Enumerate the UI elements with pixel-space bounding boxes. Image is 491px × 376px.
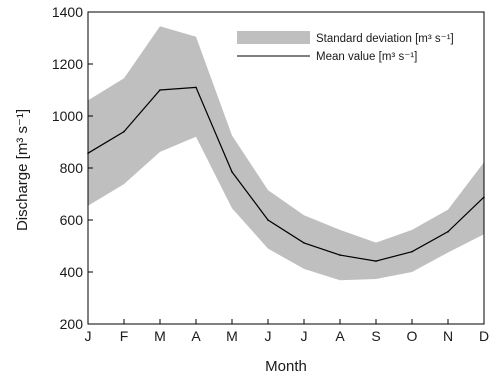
x-tick-label: A	[191, 328, 201, 344]
mean-value-point	[375, 260, 377, 262]
x-tick-label: S	[371, 328, 380, 344]
y-tick-label: 1400	[52, 4, 83, 20]
legend-label-mean-value: Mean value [m³ s⁻¹]	[316, 51, 417, 63]
x-tick-label: A	[335, 328, 345, 344]
legend-label-std-deviation: Standard deviation [m³ s⁻¹]	[316, 33, 454, 45]
y-tick-label: 400	[60, 264, 84, 280]
std-band-layer	[88, 26, 484, 281]
x-tick-label: F	[120, 328, 129, 344]
y-tick-label: 1000	[52, 108, 83, 124]
x-tick-label: M	[226, 328, 238, 344]
mean-value-point	[339, 254, 341, 256]
mean-value-point	[123, 130, 125, 133]
y-axis: 200 400 600 800 1000 1200 1400	[52, 4, 93, 332]
y-tick-label: 600	[60, 212, 84, 228]
x-tick-label: J	[301, 328, 308, 344]
x-tick-label: N	[443, 328, 453, 344]
x-tick-label: O	[407, 328, 418, 344]
y-tick-label: 800	[60, 160, 84, 176]
mean-line-layer	[87, 86, 485, 262]
x-tick-label: M	[154, 328, 166, 344]
mean-value-point	[447, 230, 449, 233]
x-tick-label: J	[85, 328, 92, 344]
mean-value-line	[87, 86, 485, 262]
mean-value-point	[195, 86, 197, 89]
x-axis-label: Month	[265, 358, 307, 375]
mean-value-point	[267, 219, 269, 221]
mean-value-point	[303, 242, 305, 244]
std-deviation-band	[88, 26, 484, 281]
y-tick-label: 200	[60, 316, 84, 332]
legend: Standard deviation [m³ s⁻¹] Mean value […	[237, 31, 454, 63]
mean-value-point	[231, 171, 233, 173]
y-axis-label: Discharge [m³ s⁻¹]	[14, 109, 31, 231]
x-tick-label: D	[479, 328, 489, 344]
mean-value-point	[159, 89, 161, 91]
x-tick-label: J	[265, 328, 272, 344]
mean-value-point	[411, 250, 413, 253]
y-tick-label: 1200	[52, 56, 83, 72]
legend-swatch-std-deviation	[237, 31, 310, 44]
